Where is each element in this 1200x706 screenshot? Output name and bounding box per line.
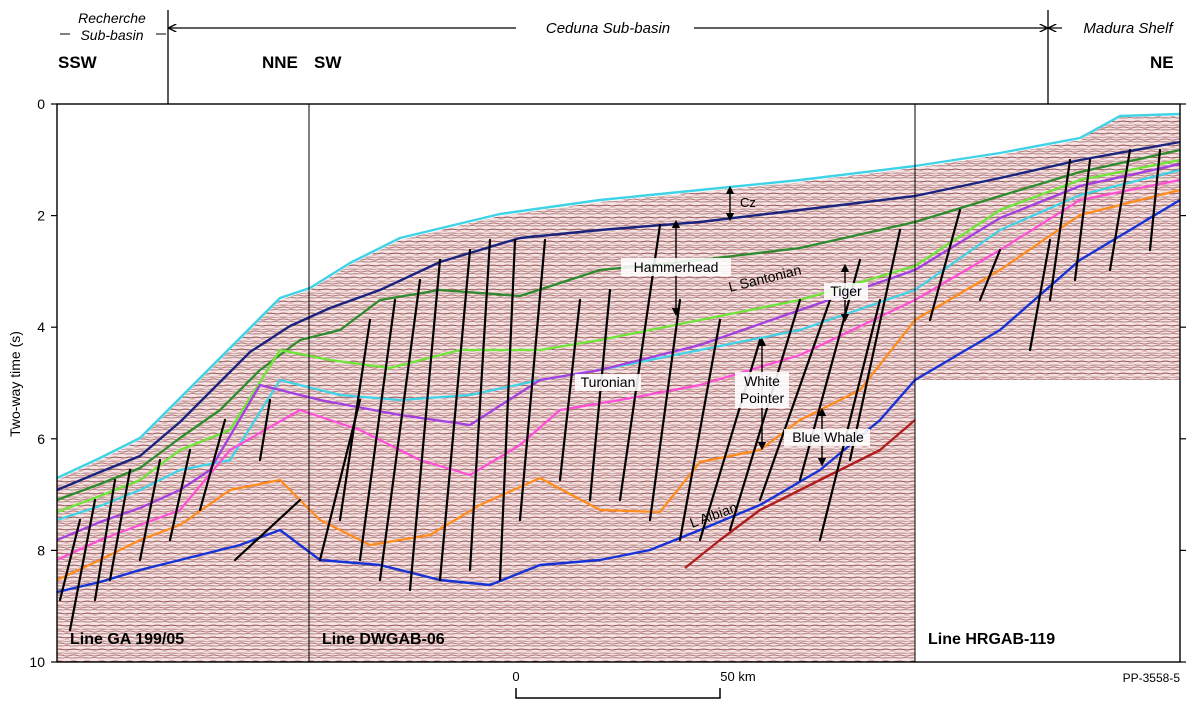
- bluewhale-bg: [784, 429, 870, 446]
- segment-ceduna: Ceduna Sub-basin: [546, 20, 670, 37]
- horizon-hammerhead: [56, 140, 1181, 492]
- header: Recherche Sub-basin Ceduna Sub-basin Mad…: [58, 10, 1174, 104]
- scale-line: [515, 688, 721, 699]
- y-tick-label: 4: [37, 319, 45, 335]
- fault: [648, 298, 682, 522]
- scale-end: 50 km: [720, 669, 755, 684]
- horizon-bluewhale: [56, 188, 1181, 581]
- direction-ne: NE: [1150, 53, 1174, 72]
- label-turonian: Turonian: [581, 374, 636, 390]
- label-bluewhale: Blue Whale: [792, 429, 864, 445]
- fault: [68, 498, 97, 632]
- fault: [1073, 158, 1092, 282]
- fault: [438, 248, 472, 582]
- y-axis: Two-way time (s) 0 2 4 6 8 10: [7, 96, 1186, 670]
- horizon-turonian: [56, 162, 1181, 542]
- scale-bar: 0 50 km: [512, 669, 756, 699]
- fault: [558, 298, 582, 482]
- fault: [258, 398, 272, 462]
- plot-frame: [56, 103, 1181, 663]
- fault: [978, 248, 1002, 302]
- horizon-lsantonian: [56, 148, 1181, 502]
- label-whitepointer-line2: Pointer: [740, 390, 785, 406]
- label-whitepointer-line1: White: [744, 373, 780, 389]
- no-data-area: [916, 381, 1180, 663]
- horizon-cz: [56, 112, 1181, 480]
- fault: [338, 318, 372, 522]
- label-hammerhead: Hammerhead: [634, 259, 719, 275]
- figure-id: PP-3558-5: [1123, 671, 1181, 685]
- y-ticks: 0 2 4 6 8 10: [29, 96, 1186, 670]
- horizons: [56, 112, 1181, 594]
- y-tick-label: 6: [37, 431, 45, 447]
- segment-recherche-line1: Recherche: [78, 10, 146, 26]
- fault: [758, 298, 832, 502]
- direction-ssw: SSW: [58, 53, 98, 72]
- y-tick-label: 10: [29, 654, 45, 670]
- fault: [498, 238, 517, 582]
- fault: [678, 318, 722, 542]
- hammerhead-bg: [621, 258, 731, 276]
- fault: [58, 518, 82, 602]
- line-labels: Line GA 199/05 Line DWGAB-06 Line HRGAB-…: [70, 631, 1055, 648]
- frame: [56, 103, 1181, 663]
- fault: [168, 448, 192, 542]
- label-cz: Cz: [740, 195, 756, 210]
- axis-label: Two-way time (s): [7, 331, 23, 437]
- fault: [138, 458, 162, 562]
- y-tick-label: 0: [37, 96, 45, 112]
- fault: [588, 288, 612, 502]
- label-tiger: Tiger: [830, 283, 862, 299]
- fault: [93, 478, 117, 602]
- fault: [408, 258, 442, 592]
- fault: [233, 498, 302, 562]
- horizon-basement: [684, 419, 916, 569]
- label-line-ga: Line GA 199/05: [70, 631, 184, 648]
- direction-sw: SW: [314, 53, 342, 72]
- fault: [818, 298, 882, 542]
- segment-recherche-line2: Sub-basin: [80, 27, 143, 43]
- horizon-whitepointer: [56, 178, 1181, 561]
- fault: [108, 468, 132, 582]
- direction-nne: NNE: [262, 53, 298, 72]
- tiger-bg: [824, 283, 868, 300]
- fault: [1148, 148, 1162, 252]
- fault: [848, 228, 902, 462]
- fault: [928, 208, 962, 322]
- scale-start: 0: [512, 669, 519, 684]
- fault: [358, 298, 397, 562]
- fault: [468, 238, 492, 572]
- y-tick-label: 2: [37, 208, 45, 224]
- fault: [518, 238, 547, 522]
- turonian-bg: [575, 374, 641, 391]
- fault: [378, 278, 422, 582]
- y-tick-label: 8: [37, 542, 45, 558]
- segment-madura: Madura Shelf: [1083, 20, 1174, 37]
- whitepointer-bg: [735, 372, 789, 408]
- horizon-lalbian: [56, 198, 1181, 594]
- fault: [198, 418, 227, 512]
- fault: [1028, 238, 1052, 352]
- label-line-hrgab: Line HRGAB-119: [928, 631, 1055, 648]
- label-line-dwgab: Line DWGAB-06: [322, 631, 445, 648]
- fault: [1108, 148, 1132, 272]
- fault: [1048, 158, 1072, 302]
